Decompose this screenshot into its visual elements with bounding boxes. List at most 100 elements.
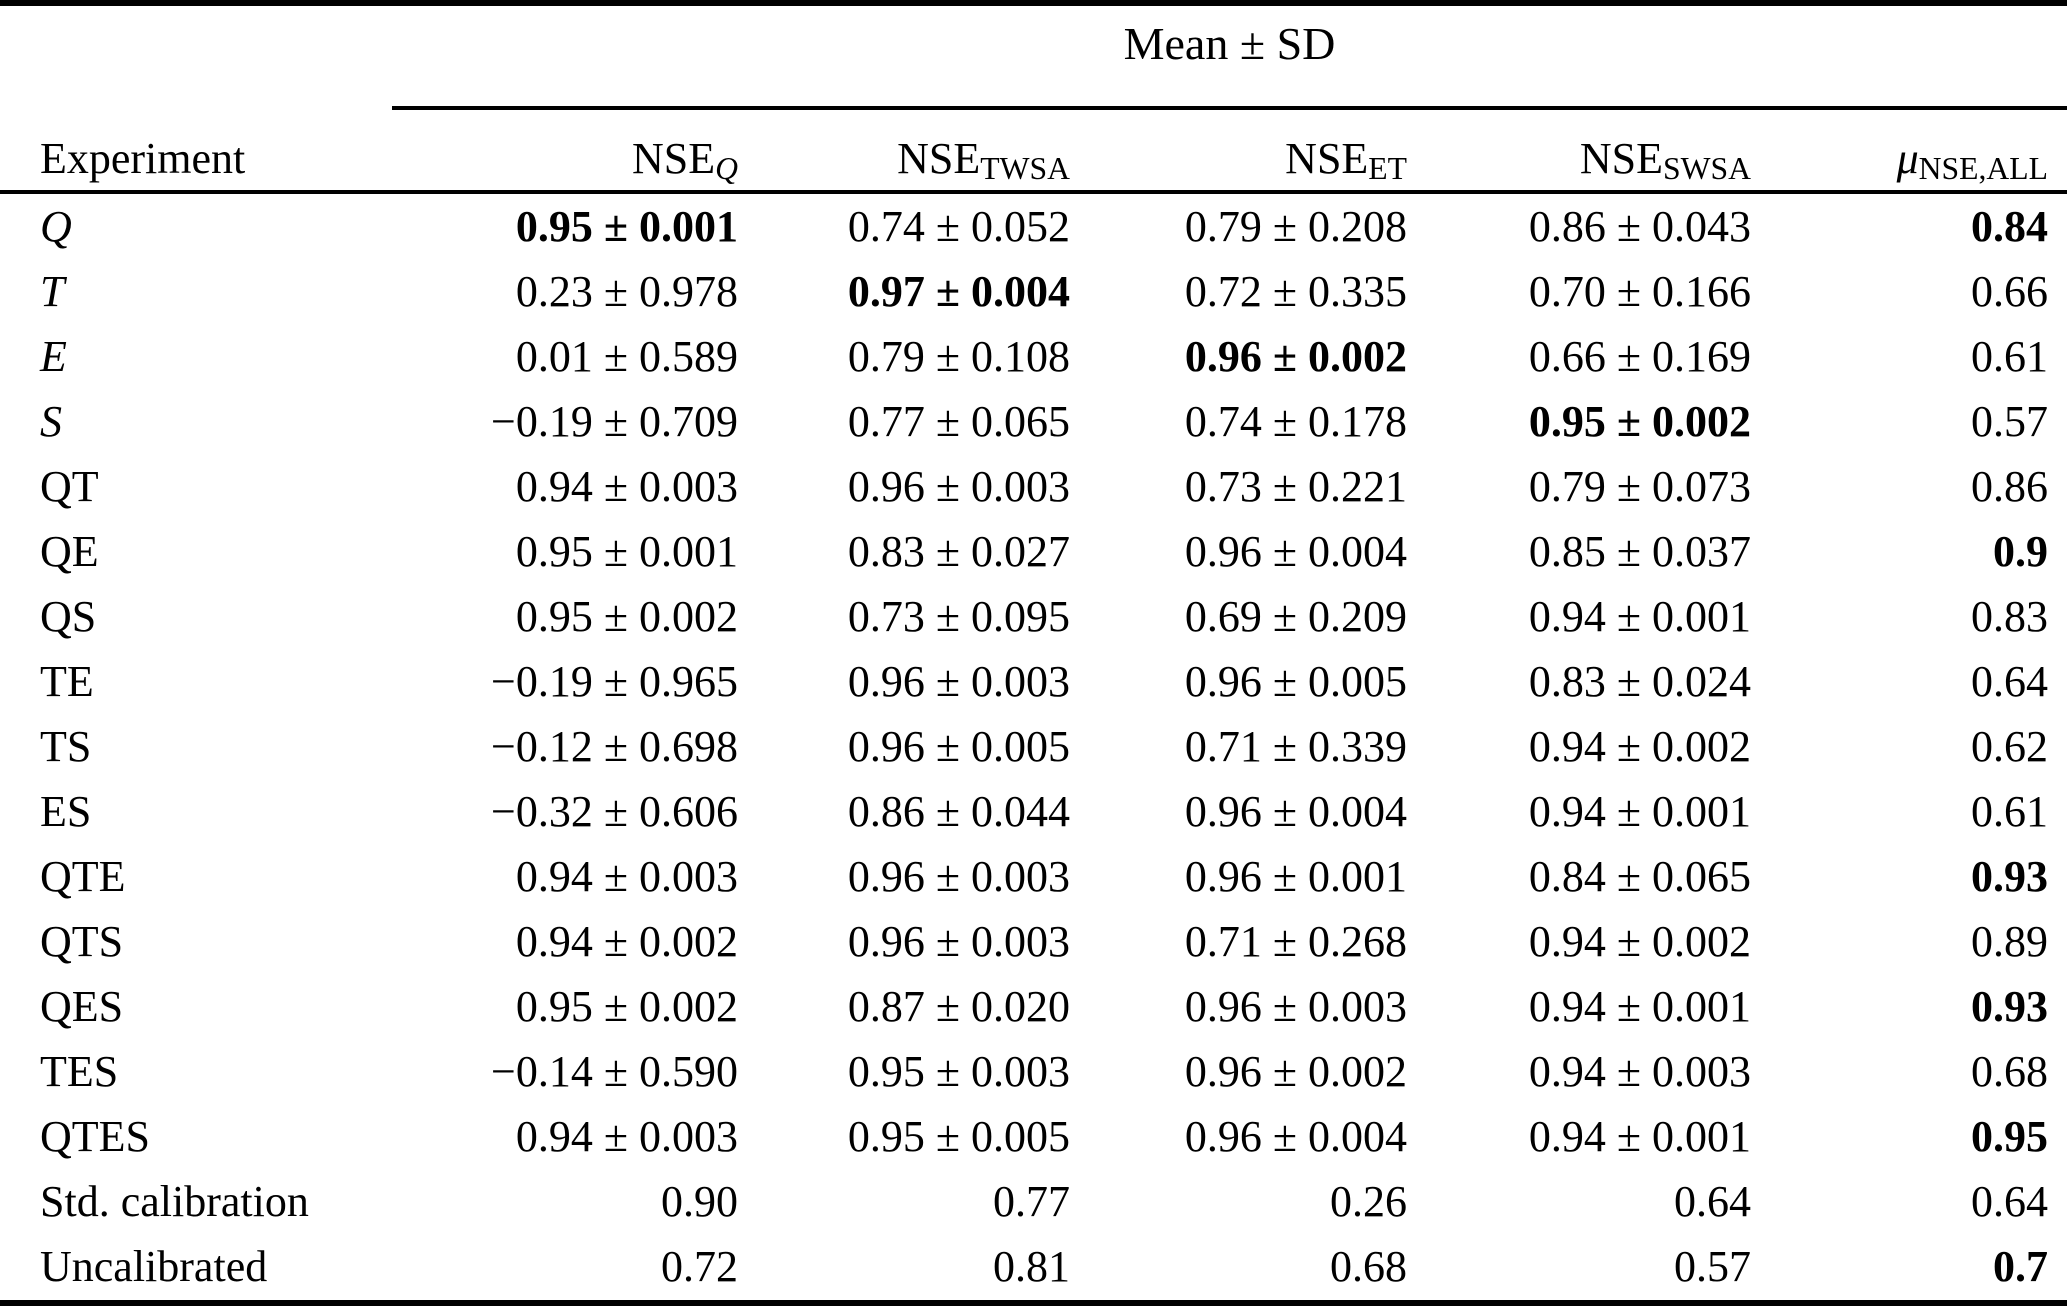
- value-cell: 0.57: [1674, 1242, 1751, 1291]
- experiment-column-header: Experiment: [40, 134, 246, 183]
- value-cell: 0.96 ± 0.002: [1184, 1047, 1407, 1096]
- value-cell: 0.96 ± 0.003: [847, 917, 1070, 966]
- value-cell: 0.79 ± 0.208: [1184, 202, 1407, 251]
- header-base: NSE: [1579, 134, 1663, 183]
- value-cell: 0.74 ± 0.178: [1184, 397, 1407, 446]
- row-label: T: [40, 267, 65, 316]
- value-cell: 0.94 ± 0.003: [515, 1112, 738, 1161]
- table-row: Std. calibration 0.90 0.77 0.26 0.64 0.64: [0, 1169, 2067, 1234]
- column-header-nse-q: NSEQ: [370, 133, 738, 184]
- value-cell: 0.94 ± 0.001: [1528, 592, 1751, 641]
- table-row: QE 0.95 ± 0.001 0.83 ± 0.027 0.96 ± 0.004 0.…: [0, 519, 2067, 584]
- value-cell: 0.84 ± 0.065: [1528, 852, 1751, 901]
- table-row: QTE 0.94 ± 0.003 0.96 ± 0.003 0.96 ± 0.001 0…: [0, 844, 2067, 909]
- value-cell: −0.12 ± 0.698: [491, 722, 738, 771]
- row-label: QTS: [40, 917, 124, 966]
- header-subscript: ET: [1368, 150, 1407, 186]
- value-cell: 0.95 ± 0.005: [847, 1112, 1070, 1161]
- table-row: TE −0.19 ± 0.965 0.96 ± 0.003 0.96 ± 0.005 0…: [0, 649, 2067, 714]
- value-cell: 0.62: [1971, 722, 2048, 771]
- value-cell: 0.94 ± 0.001: [1528, 982, 1751, 1031]
- value-cell: 0.96 ± 0.004: [1184, 1112, 1407, 1161]
- column-header-nse-twsa: NSETWSA: [738, 133, 1070, 184]
- value-cell: 0.64: [1971, 657, 2048, 706]
- value-cell: 0.23 ± 0.978: [515, 267, 738, 316]
- value-cell: 0.68: [1971, 1047, 2048, 1096]
- table-row: QTS 0.94 ± 0.002 0.96 ± 0.003 0.71 ± 0.268 0…: [0, 909, 2067, 974]
- value-cell: 0.94 ± 0.001: [1528, 787, 1751, 836]
- table-row: QES 0.95 ± 0.002 0.87 ± 0.020 0.96 ± 0.003 0…: [0, 974, 2067, 1039]
- column-header-nse-swsa: NSESWSA: [1407, 133, 1751, 184]
- value-cell: 0.72: [661, 1242, 738, 1291]
- value-cell: 0.94 ± 0.002: [515, 917, 738, 966]
- value-cell: 0.87 ± 0.020: [847, 982, 1070, 1031]
- value-cell: 0.61: [1971, 332, 2048, 381]
- table-row: Q 0.95 ± 0.001 0.74 ± 0.052 0.79 ± 0.208 0.8…: [0, 194, 2067, 259]
- value-cell: 0.94 ± 0.001: [1528, 1112, 1751, 1161]
- value-cell: 0.81: [993, 1242, 1070, 1291]
- table-row: QTES 0.94 ± 0.003 0.95 ± 0.005 0.96 ± 0.004…: [0, 1104, 2067, 1169]
- column-header-mu-nse-all: μNSE,ALL: [1751, 133, 2048, 184]
- value-cell: 0.95 ± 0.001: [515, 202, 738, 251]
- row-label: TS: [40, 722, 92, 771]
- header-subscript: SWSA: [1663, 150, 1751, 186]
- value-cell: −0.32 ± 0.606: [491, 787, 738, 836]
- value-cell: 0.79 ± 0.108: [847, 332, 1070, 381]
- value-cell: 0.96 ± 0.003: [847, 462, 1070, 511]
- value-cell: 0.97 ± 0.004: [847, 267, 1070, 316]
- header-base: NSE: [632, 134, 716, 183]
- bottom-rule: [0, 1300, 2067, 1306]
- row-label: Uncalibrated: [40, 1242, 268, 1291]
- value-cell: 0.71 ± 0.268: [1184, 917, 1407, 966]
- table-row: S −0.19 ± 0.709 0.77 ± 0.065 0.74 ± 0.178 0.…: [0, 389, 2067, 454]
- value-cell: 0.74 ± 0.052: [847, 202, 1070, 251]
- value-cell: 0.01 ± 0.589: [515, 332, 738, 381]
- value-cell: 0.93: [1971, 982, 2048, 1031]
- value-cell: 0.57: [1971, 397, 2048, 446]
- value-cell: 0.9: [1993, 527, 2048, 576]
- value-cell: 0.96 ± 0.005: [1184, 657, 1407, 706]
- table-row: QT 0.94 ± 0.003 0.96 ± 0.003 0.73 ± 0.221 0.…: [0, 454, 2067, 519]
- value-cell: 0.66 ± 0.169: [1528, 332, 1751, 381]
- top-rule: [0, 0, 2067, 6]
- value-cell: 0.96 ± 0.002: [1184, 332, 1407, 381]
- value-cell: 0.83 ± 0.027: [847, 527, 1070, 576]
- header-base: NSE: [897, 134, 981, 183]
- value-cell: 0.73 ± 0.221: [1184, 462, 1407, 511]
- row-label: TE: [40, 657, 94, 706]
- value-cell: 0.96 ± 0.003: [1184, 982, 1407, 1031]
- value-cell: 0.86 ± 0.044: [847, 787, 1070, 836]
- row-label: Q: [40, 202, 72, 251]
- row-label: QTES: [40, 1112, 150, 1161]
- value-cell: 0.71 ± 0.339: [1184, 722, 1407, 771]
- group-header-mean-sd: Mean ± SD: [1123, 18, 1336, 69]
- row-label: ES: [40, 787, 92, 836]
- header-base: NSE: [1285, 134, 1369, 183]
- value-cell: −0.19 ± 0.709: [491, 397, 738, 446]
- value-cell: 0.96 ± 0.004: [1184, 527, 1407, 576]
- table-row: T 0.23 ± 0.978 0.97 ± 0.004 0.72 ± 0.335 0.7…: [0, 259, 2067, 324]
- value-cell: 0.61: [1971, 787, 2048, 836]
- value-cell: 0.70 ± 0.166: [1528, 267, 1751, 316]
- value-cell: 0.94 ± 0.002: [1528, 722, 1751, 771]
- header-base: μ: [1896, 134, 1919, 183]
- value-cell: 0.79 ± 0.073: [1528, 462, 1751, 511]
- row-label: QTE: [40, 852, 126, 901]
- value-cell: 0.84: [1971, 202, 2048, 251]
- value-cell: 0.86 ± 0.043: [1528, 202, 1751, 251]
- value-cell: 0.85 ± 0.037: [1528, 527, 1751, 576]
- value-cell: 0.68: [1330, 1242, 1407, 1291]
- value-cell: 0.64: [1971, 1177, 2048, 1226]
- value-cell: 0.7: [1993, 1242, 2048, 1291]
- value-cell: 0.95 ± 0.001: [515, 527, 738, 576]
- value-cell: 0.72 ± 0.335: [1184, 267, 1407, 316]
- value-cell: −0.19 ± 0.965: [491, 657, 738, 706]
- row-label: QES: [40, 982, 124, 1031]
- header-subscript: NSE,ALL: [1918, 150, 2048, 186]
- table-row: TS −0.12 ± 0.698 0.96 ± 0.005 0.71 ± 0.339 0…: [0, 714, 2067, 779]
- table-row: E 0.01 ± 0.589 0.79 ± 0.108 0.96 ± 0.002 0.6…: [0, 324, 2067, 389]
- header-rule: [0, 190, 2067, 194]
- column-header-row: Experiment NSEQ NSETWSA NSEET NSESWSA μN…: [0, 108, 2067, 190]
- table-row: Uncalibrated 0.72 0.81 0.68 0.57 0.7: [0, 1234, 2067, 1299]
- row-label: QE: [40, 527, 99, 576]
